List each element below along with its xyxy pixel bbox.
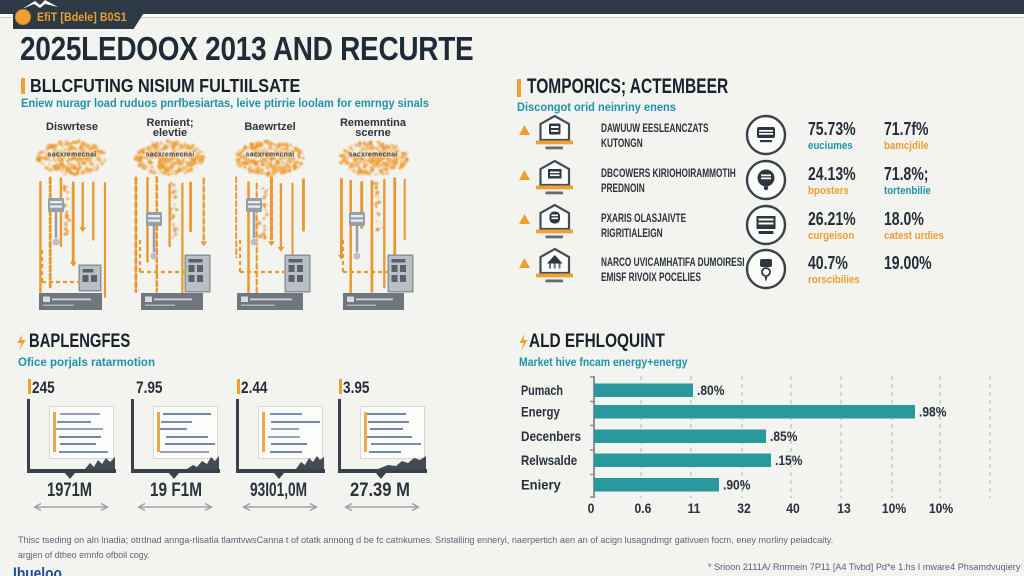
svg-text:.80%: .80% xyxy=(697,382,725,398)
svg-text:13: 13 xyxy=(837,500,851,516)
svg-text:.15%: .15% xyxy=(775,452,803,468)
svg-text:sacxremecnai: sacxremecnai xyxy=(48,152,97,159)
svg-text:sacxremecnai: sacxremecnai xyxy=(146,152,195,159)
svg-text:.90%: .90% xyxy=(723,477,751,493)
svg-text:0: 0 xyxy=(588,500,595,516)
svg-text:Eniery: Eniery xyxy=(521,477,561,493)
svg-text:10%: 10% xyxy=(929,500,954,516)
svg-text:Energy: Energy xyxy=(521,403,561,419)
svg-text:0.6: 0.6 xyxy=(635,500,652,516)
svg-text:Decenbers: Decenbers xyxy=(521,428,581,444)
svg-text:40: 40 xyxy=(786,500,800,516)
svg-text:32: 32 xyxy=(737,500,751,516)
svg-text:.98%: .98% xyxy=(919,404,947,420)
svg-text:11: 11 xyxy=(688,500,701,516)
svg-text:.85%: .85% xyxy=(770,428,798,444)
svg-text:Relwsalde: Relwsalde xyxy=(521,452,577,468)
svg-text:10%: 10% xyxy=(882,500,907,516)
svg-text:sacxremecnai: sacxremecnai xyxy=(246,152,295,159)
svg-text:Pumach: Pumach xyxy=(521,383,563,399)
svg-text:sacxremecnai: sacxremecnai xyxy=(349,152,398,159)
